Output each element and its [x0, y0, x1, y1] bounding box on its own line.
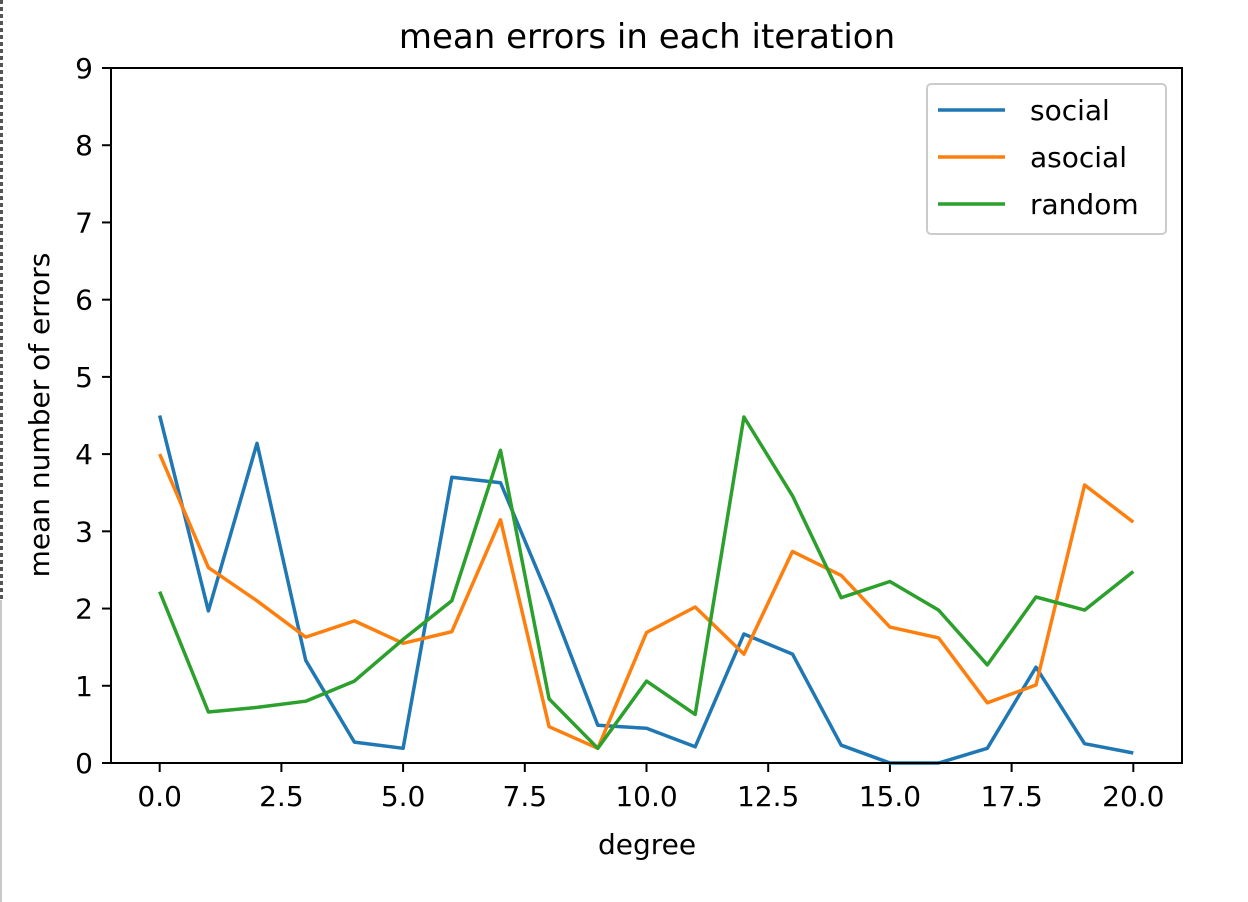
series-lines [158, 415, 1135, 765]
x-tick-label: 0.0 [137, 780, 182, 813]
y-tick-label: 7 [75, 206, 93, 239]
x-tick-label: 10.0 [615, 780, 677, 813]
y-tick-label: 9 [75, 52, 93, 85]
plot-area-frame [110, 67, 1183, 764]
y-tick-label: 1 [75, 670, 93, 703]
y-axis-label: mean number of errors [23, 253, 56, 578]
legend-label-social: social [1030, 94, 1110, 127]
left-edge-border [0, 600, 2, 902]
axis-ticks: 0.0 2.5 5.0 7.5 10.0 12.5 15.0 17.5 20.0 0 1 2 3 4 5 6 7… [75, 52, 1164, 813]
y-tick-label: 0 [75, 747, 93, 780]
x-tick-label: 12.5 [737, 780, 799, 813]
x-tick-label: 17.5 [980, 780, 1042, 813]
y-tick-label: 8 [75, 129, 93, 162]
y-tick-label: 6 [75, 284, 93, 317]
y-tick-label: 3 [75, 515, 93, 548]
legend-label-random: random [1030, 188, 1139, 221]
series-line-random [158, 415, 1135, 751]
x-tick-label: 5.0 [381, 780, 426, 813]
legend-box [926, 83, 1167, 235]
x-tick-label: 2.5 [259, 780, 304, 813]
x-axis-label: degree [598, 828, 696, 861]
series-line-asocial [158, 453, 1135, 751]
left-edge-dashed-line [0, 0, 3, 600]
x-tick-label: 20.0 [1102, 780, 1164, 813]
chart-title: mean errors in each iteration [399, 17, 895, 57]
x-tick-label: 15.0 [859, 780, 921, 813]
y-tick-label: 2 [75, 593, 93, 626]
legend-label-asocial: asocial [1030, 141, 1127, 174]
y-tick-label: 5 [75, 361, 93, 394]
x-tick-label: 7.5 [503, 780, 548, 813]
legend: social asocial random [926, 83, 1167, 235]
series-line-social [158, 415, 1134, 765]
y-tick-label: 4 [75, 438, 93, 471]
